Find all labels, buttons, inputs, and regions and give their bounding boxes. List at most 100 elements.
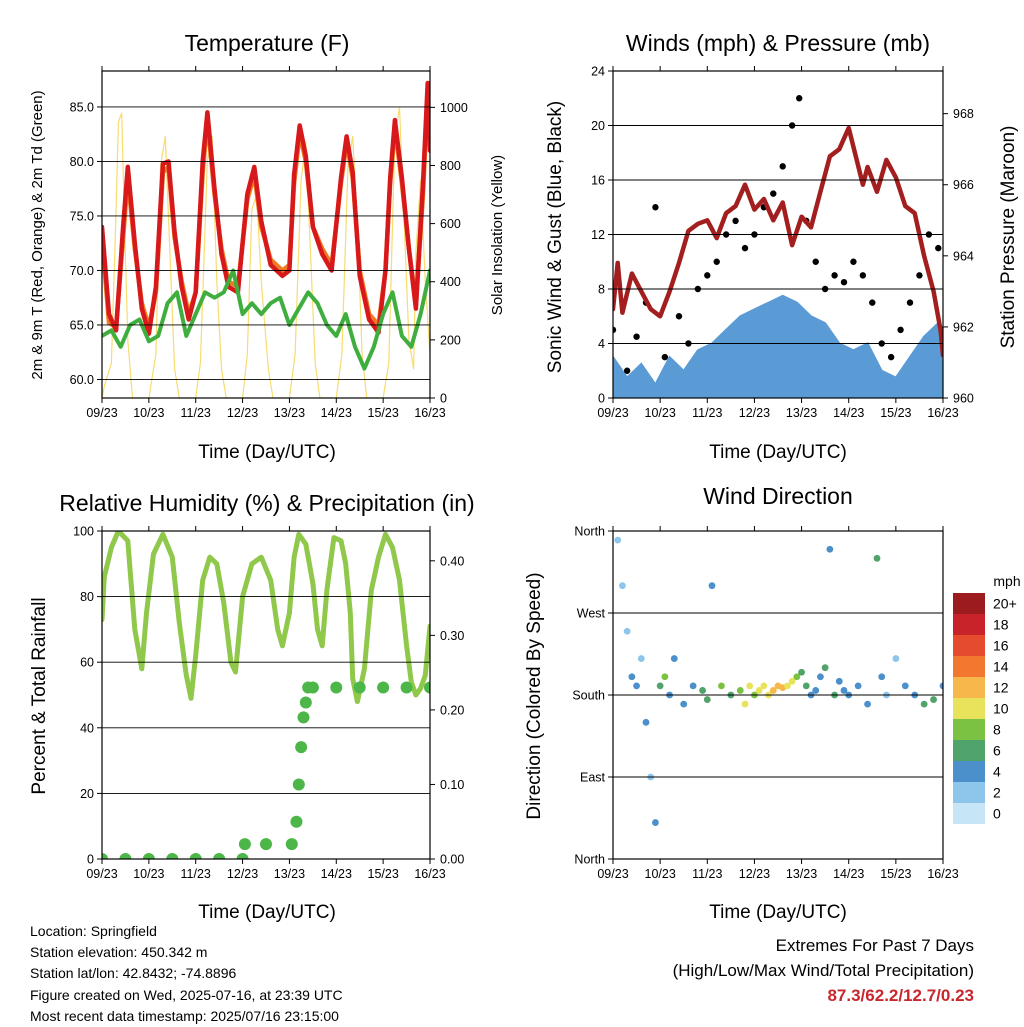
humidity-title: Relative Humidity (%) & Precipitation (i… [59, 490, 474, 516]
winds-ytick-label: 24 [591, 65, 605, 79]
winds-ytick-label: 0 [598, 392, 605, 406]
humidity-series-precip-point [292, 778, 305, 791]
winds-xtick-label: 16/23 [927, 406, 958, 420]
winds-y2tick-label: 960 [953, 392, 974, 406]
humidity-xtick-label: 11/23 [181, 867, 211, 881]
temperature-xtick-label: 16/23 [414, 406, 445, 420]
temperature-y2tick-label: 0 [440, 392, 447, 406]
winds-panel: Winds (mph) & Pressure (mb) Time (Day/UT… [545, 30, 1019, 463]
direction-direction-point [817, 673, 824, 681]
humidity-series-precip-point [290, 815, 303, 828]
figure-created: Figure created on Wed, 2025-07-16, at 23… [30, 986, 343, 1003]
temperature-series-temp2m [102, 80, 430, 336]
direction-direction-point [878, 673, 886, 681]
direction-direction-point [901, 682, 909, 690]
winds-series-gust-point [675, 313, 683, 320]
humidity-series-precip-point [260, 838, 272, 851]
humidity-series-precip-point [119, 853, 132, 859]
direction-xlabel: Time (Day/UTC) [709, 902, 847, 923]
humidity-series-precip-point [189, 853, 202, 859]
colorbar-swatch [953, 740, 985, 761]
humidity-ytick-label: 100 [73, 525, 94, 539]
extremes-subheading: (High/Low/Max Wind/Total Precipitation) [672, 961, 974, 980]
winds-series-pressure [613, 125, 943, 358]
direction-ytick-label: East [580, 771, 606, 785]
direction-direction-point [652, 819, 659, 826]
direction-direction-point [873, 554, 881, 562]
winds-xtick-label: 11/23 [692, 406, 722, 420]
winds-series-gust-point [796, 95, 803, 102]
temperature-xtick-label: 12/23 [227, 406, 258, 420]
direction-direction-point [689, 682, 697, 690]
temperature-y2tick-label: 200 [440, 333, 461, 347]
humidity-series-precip [102, 681, 430, 859]
winds-series-gust-point [831, 272, 838, 279]
humidity-series-precip-point [142, 853, 155, 859]
colorbar-swatch [953, 593, 985, 614]
direction-direction-point [769, 687, 777, 694]
recent-timestamp: Most recent data timestamp: 2025/07/16 2… [30, 1007, 339, 1024]
colorbar: 0 2 4 6 8 10 12 14 16 18 20+ [953, 593, 1017, 824]
temperature-y2tick-label: 800 [440, 159, 461, 173]
colorbar-swatch [953, 656, 985, 677]
direction-direction-point [802, 682, 810, 690]
winds-series-gust-point [812, 258, 819, 265]
colorbar-swatch [953, 803, 985, 824]
winds-series-gust-point [779, 163, 786, 170]
direction-ytick-label: North [574, 525, 605, 539]
humidity-ylabel: Percent & Total Rainfall [29, 597, 50, 794]
winds-ytick-label: 8 [598, 283, 605, 297]
direction-xtick-label: 15/23 [880, 867, 911, 881]
winds-plot-area [613, 95, 943, 398]
humidity-xtick-label: 14/23 [321, 867, 352, 881]
temperature-ytick-label: 75.0 [70, 209, 94, 223]
temperature-xtick-label: 14/23 [321, 406, 352, 420]
winds-series-gust-point [840, 278, 848, 286]
direction-direction-point [854, 682, 862, 690]
winds-series-gust-point [859, 272, 867, 279]
colorbar-label: 20+ [993, 596, 1017, 612]
temperature-ytick-label: 65.0 [70, 318, 94, 332]
humidity-xtick-label: 16/23 [414, 867, 445, 881]
direction-xtick-label: 09/23 [597, 867, 628, 881]
colorbar-label: 8 [993, 722, 1001, 738]
humidity-series-precip-point [377, 681, 390, 694]
temperature-xtick-label: 10/23 [133, 406, 164, 420]
humidity-xtick-label: 12/23 [227, 867, 258, 881]
winds-xtick-label: 15/23 [880, 406, 911, 420]
humidity-xtick-label: 15/23 [368, 867, 399, 881]
winds-series-gust-point [897, 326, 904, 334]
direction-panel: Wind Direction Time (Day/UTC) Direction … [524, 483, 1021, 923]
humidity-y2tick-label: 0.40 [440, 554, 464, 568]
temperature-xtick-label: 11/23 [181, 406, 211, 420]
extremes-box: Extremes For Past 7 Days (High/Low/Max W… [673, 933, 974, 1008]
humidity-series-precip-point [330, 681, 343, 694]
direction-direction-point [736, 687, 744, 694]
winds-series-gust-point [850, 258, 857, 265]
winds-ytick-label: 4 [598, 337, 605, 351]
winds-series-gust-point [704, 272, 711, 279]
humidity-series-precip-point [297, 711, 310, 724]
humidity-xtick-label: 13/23 [274, 867, 305, 881]
direction-direction-point [708, 582, 716, 590]
humidity-y2tick-label: 0.30 [440, 629, 464, 643]
extremes-heading: Extremes For Past 7 Days [775, 936, 974, 955]
winds-xlabel: Time (Day/UTC) [709, 442, 847, 463]
temperature-xtick-label: 09/23 [86, 406, 117, 420]
winds-frame [612, 70, 944, 399]
humidity-series-precip-point [299, 696, 312, 709]
direction-direction-point [798, 668, 805, 676]
colorbar-swatch [953, 677, 985, 698]
humidity-series-precip-point [295, 741, 308, 754]
direction-direction-point [703, 696, 711, 703]
winds-xtick-label: 10/23 [645, 406, 676, 420]
winds-y2label: Station Pressure (Maroon) [998, 126, 1019, 349]
colorbar-swatch [953, 719, 985, 740]
direction-xtick-label: 10/23 [645, 867, 676, 881]
direction-xtick-label: 11/23 [692, 867, 722, 881]
direction-direction-point [746, 682, 754, 690]
humidity-y2tick-label: 0.10 [440, 778, 464, 792]
humidity-ytick-label: 60 [80, 656, 94, 670]
winds-xtick-label: 12/23 [739, 406, 770, 420]
